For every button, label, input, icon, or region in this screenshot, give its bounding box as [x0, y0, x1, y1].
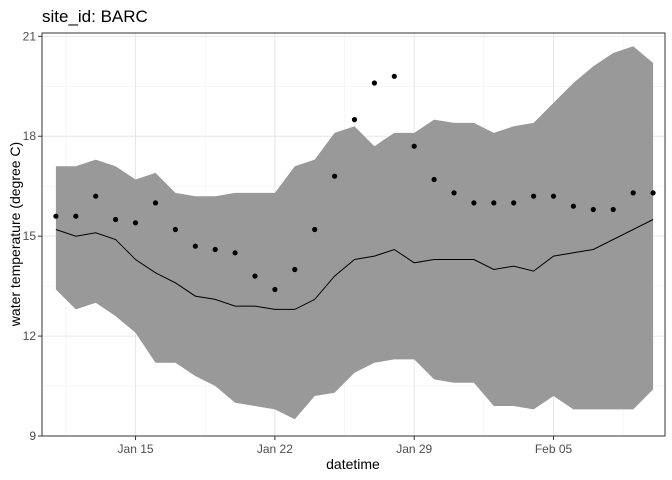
x-tick-label: Feb 05	[535, 442, 573, 456]
observed-point	[491, 200, 497, 206]
observed-point	[212, 246, 218, 253]
x-tick-label: Jan 15	[118, 442, 154, 456]
observed-point	[511, 200, 517, 206]
observed-point	[451, 190, 457, 196]
observed-point	[550, 193, 557, 199]
observed-point	[351, 117, 358, 123]
x-tick-label: Jan 22	[257, 442, 293, 456]
y-tick-label: 12	[23, 329, 37, 343]
chart-title: site_id: BARC	[42, 7, 148, 26]
observed-point	[411, 143, 417, 149]
y-tick-label: 18	[23, 129, 37, 143]
observed-point	[232, 250, 238, 256]
y-axis-label: water temperature (degree C)	[7, 142, 23, 327]
observed-point	[431, 176, 437, 183]
observed-point	[252, 273, 258, 279]
y-tick-label: 21	[23, 29, 37, 43]
observed-point	[391, 73, 397, 79]
data-layer	[53, 46, 656, 420]
plot-panel-border	[41, 32, 666, 437]
observed-point	[471, 200, 477, 206]
observed-point	[152, 200, 159, 206]
observed-point	[610, 206, 616, 213]
observed-point	[650, 190, 656, 196]
observed-point	[113, 216, 119, 223]
y-tick-label: 15	[23, 229, 37, 243]
observed-point	[73, 213, 79, 219]
observed-point	[630, 190, 636, 196]
observed-point	[93, 193, 99, 199]
observed-point	[312, 226, 318, 233]
observed-point	[570, 203, 577, 209]
x-axis-label: datetime	[326, 456, 380, 472]
observed-point	[332, 173, 338, 179]
forecast-interval-ribbon	[55, 46, 654, 420]
y-tick-label: 9	[29, 429, 36, 443]
observed-point	[172, 226, 178, 233]
observed-point	[292, 266, 298, 273]
observed-point	[53, 213, 59, 219]
observed-point	[371, 80, 377, 86]
observed-point	[590, 206, 596, 213]
observed-point	[272, 286, 278, 293]
x-tick-label: Jan 29	[396, 442, 432, 456]
observed-point	[132, 220, 139, 226]
observed-point	[531, 193, 537, 199]
tick-layer: 9 12 15 18 21 Jan 15 Jan 22 Jan 29 Feb 05	[23, 29, 573, 456]
observed-point	[192, 243, 198, 249]
forecast-mean-line	[55, 219, 654, 310]
